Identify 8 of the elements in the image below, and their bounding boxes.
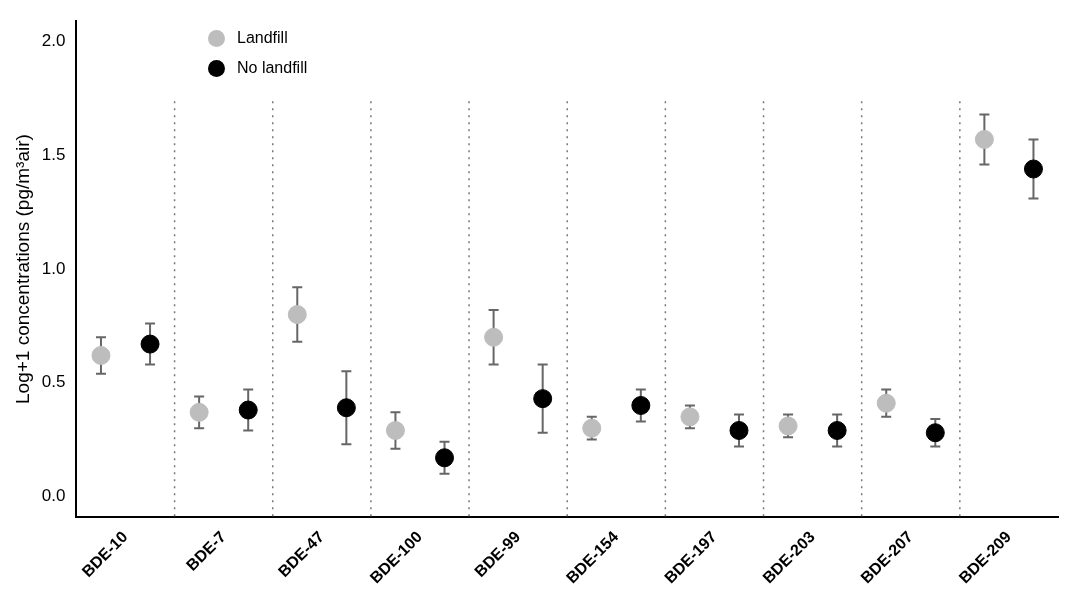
legend-label: No landfill bbox=[237, 59, 308, 77]
y-tick-label: 0.5 bbox=[41, 372, 66, 392]
legend-label: Landfill bbox=[237, 29, 288, 47]
y-tick-label: 1.0 bbox=[41, 258, 66, 278]
y-tick-label: 1.5 bbox=[41, 145, 66, 165]
y-axis-title: Log+1 concentrations (pg/m³air) bbox=[11, 134, 33, 404]
y-tick-label: 0.0 bbox=[41, 486, 66, 506]
y-tick-label: 2.0 bbox=[41, 31, 66, 51]
